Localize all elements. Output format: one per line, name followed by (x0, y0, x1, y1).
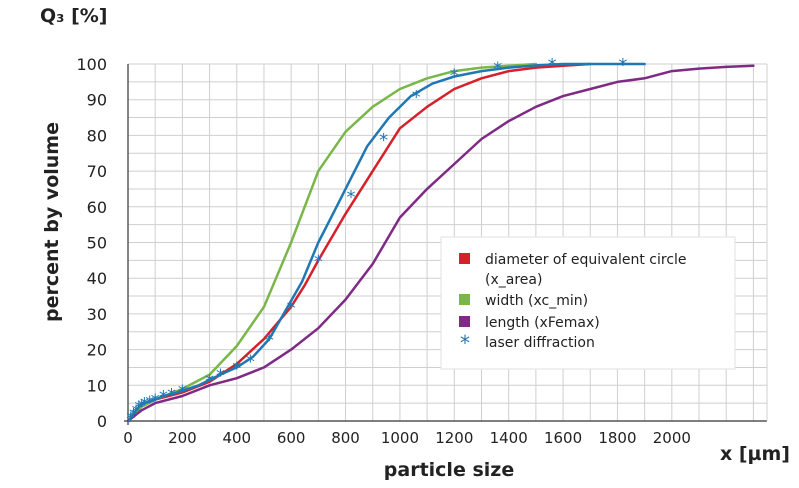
series-marker: * (450, 66, 459, 87)
series-marker: * (178, 382, 187, 403)
series-marker: * (167, 385, 176, 406)
x-axis-unit-label: x [µm] (720, 443, 790, 465)
legend-label-1: (x_area) (485, 272, 542, 288)
series-line-1 (126, 62, 592, 423)
series-marker: * (126, 408, 135, 429)
x-tick-label: 400 (222, 429, 251, 447)
legend-label-4: laser diffraction (485, 335, 595, 351)
y-tick-label: 60 (87, 198, 107, 217)
y-tick-label: 100 (76, 55, 107, 74)
x-tick-label: 600 (277, 429, 306, 447)
series-marker: * (205, 371, 214, 392)
series-marker: * (493, 59, 502, 80)
legend: diameter of equivalent circle (x_area)wid… (440, 236, 736, 370)
series-marker: * (265, 330, 274, 351)
legend-swatch-1 (459, 253, 470, 264)
legend-box (440, 236, 736, 370)
y-tick-label: 0 (97, 412, 107, 431)
series-marker: * (159, 387, 168, 408)
series-marker: * (140, 394, 149, 415)
x-tick-label: 800 (331, 429, 360, 447)
x-tick-label: 1600 (544, 429, 582, 447)
series-marker: * (314, 251, 323, 272)
y-tick-label: 10 (87, 376, 107, 395)
x-tick-label: 1200 (435, 429, 473, 447)
y-tick-label: 80 (87, 126, 107, 145)
x-tick-label: 0 (123, 429, 133, 447)
x-tick-label: 1000 (381, 429, 419, 447)
x-tick-label: 1400 (490, 429, 528, 447)
series-marker: * (346, 187, 355, 208)
y-tick-label: 30 (87, 305, 107, 324)
series-marker: * (129, 405, 138, 426)
series-layer: ******** * * ** * * ******** * * * (126, 55, 755, 429)
series-marker: * (151, 391, 160, 412)
series-marker: * (618, 55, 627, 76)
series-marker: * (246, 351, 255, 372)
series-marker: * (379, 130, 388, 151)
series-line-4 (128, 62, 646, 423)
series-marker: * (216, 366, 225, 387)
y-tick-label: 40 (87, 269, 107, 288)
legend-swatch-4: * (460, 331, 470, 355)
legend-label-2: width (xc_min) (485, 293, 588, 309)
x-tick-label: 1800 (598, 429, 636, 447)
legend-swatch-3 (459, 316, 470, 327)
x-tick-label: 2000 (653, 429, 691, 447)
series-marker: * (132, 401, 141, 422)
axes (124, 64, 768, 425)
series-marker: * (145, 392, 154, 413)
series-marker: * (134, 398, 143, 419)
y-axis-label: percent by volume (41, 122, 63, 322)
series-line-3 (126, 64, 755, 423)
legend-swatch-2 (459, 294, 470, 305)
y-tick-label: 90 (87, 91, 107, 110)
series-marker: * (232, 358, 241, 379)
series-marker: * (412, 87, 421, 108)
y-tick-label: 50 (87, 234, 107, 253)
series-marker: * (137, 396, 146, 417)
y-tick-label: 20 (87, 341, 107, 360)
series-marker: * (548, 55, 557, 76)
legend-label-3: length (xFemax) (485, 315, 600, 331)
y-axis-top-label: Q₃ [%] (40, 5, 108, 27)
x-tick-label: 200 (168, 429, 197, 447)
legend-label-1: diameter of equivalent circle (485, 252, 687, 268)
series-marker: * (287, 298, 296, 319)
y-tick-label: 70 (87, 162, 107, 181)
x-axis-label: particle size (384, 459, 514, 481)
